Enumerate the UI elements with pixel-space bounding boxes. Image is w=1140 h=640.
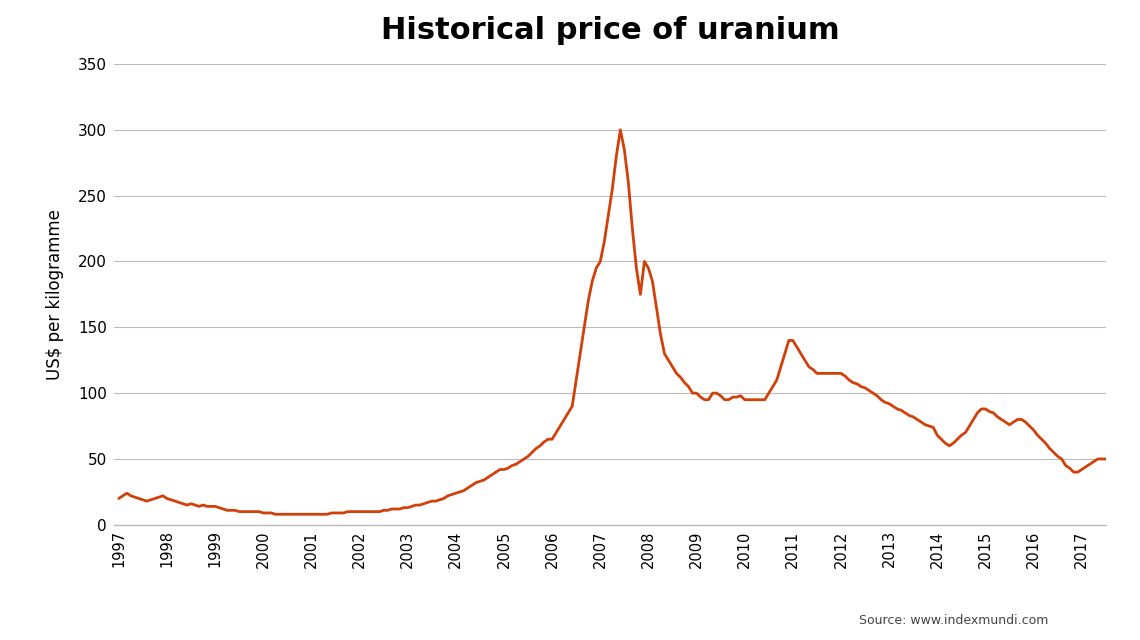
Y-axis label: US$ per kilogramme: US$ per kilogramme bbox=[46, 209, 64, 380]
Text: Source: www.indexmundi.com: Source: www.indexmundi.com bbox=[860, 614, 1049, 627]
Title: Historical price of uranium: Historical price of uranium bbox=[381, 16, 839, 45]
